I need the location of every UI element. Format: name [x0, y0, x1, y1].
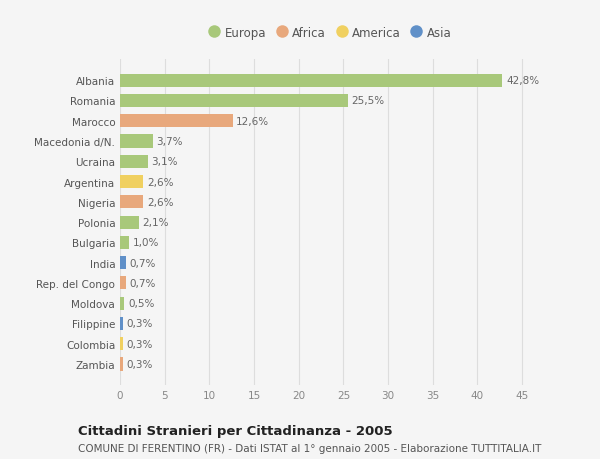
- Bar: [120, 277, 126, 290]
- Text: 0,7%: 0,7%: [130, 278, 156, 288]
- Bar: [120, 95, 348, 108]
- Bar: [120, 156, 148, 168]
- Text: 2,6%: 2,6%: [147, 197, 173, 207]
- Bar: [120, 74, 502, 88]
- Bar: [120, 216, 139, 229]
- Text: 3,7%: 3,7%: [157, 137, 183, 147]
- Text: 2,1%: 2,1%: [142, 218, 169, 228]
- Text: 0,3%: 0,3%: [126, 339, 152, 349]
- Text: 12,6%: 12,6%: [236, 117, 269, 127]
- Bar: [120, 135, 153, 148]
- Bar: [120, 236, 129, 249]
- Text: 0,3%: 0,3%: [126, 359, 152, 369]
- Bar: [120, 257, 126, 269]
- Text: 2,6%: 2,6%: [147, 177, 173, 187]
- Bar: [120, 358, 122, 371]
- Legend: Europa, Africa, America, Asia: Europa, Africa, America, Asia: [208, 27, 452, 39]
- Text: COMUNE DI FERENTINO (FR) - Dati ISTAT al 1° gennaio 2005 - Elaborazione TUTTITAL: COMUNE DI FERENTINO (FR) - Dati ISTAT al…: [78, 443, 541, 453]
- Text: 1,0%: 1,0%: [133, 238, 159, 248]
- Text: Cittadini Stranieri per Cittadinanza - 2005: Cittadini Stranieri per Cittadinanza - 2…: [78, 424, 392, 437]
- Bar: [120, 297, 124, 310]
- Text: 42,8%: 42,8%: [506, 76, 539, 86]
- Bar: [120, 115, 233, 128]
- Text: 0,3%: 0,3%: [126, 319, 152, 329]
- Bar: [120, 337, 122, 351]
- Bar: [120, 317, 122, 330]
- Text: 3,1%: 3,1%: [151, 157, 178, 167]
- Bar: [120, 196, 143, 209]
- Bar: [120, 176, 143, 189]
- Text: 25,5%: 25,5%: [352, 96, 385, 106]
- Text: 0,7%: 0,7%: [130, 258, 156, 268]
- Text: 0,5%: 0,5%: [128, 298, 154, 308]
